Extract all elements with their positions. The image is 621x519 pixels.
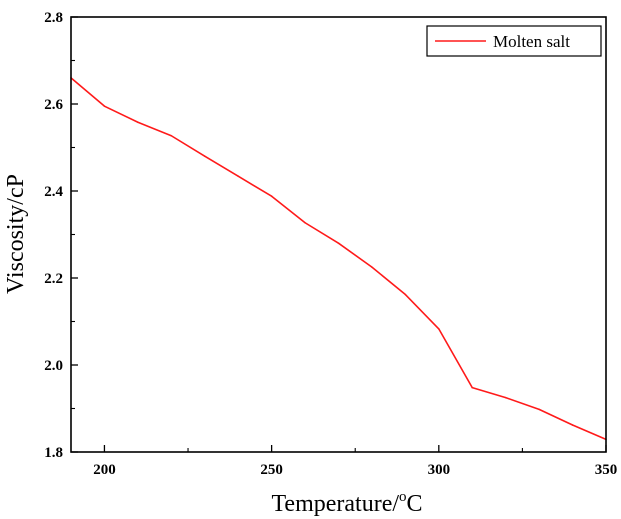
data-point [237, 175, 239, 178]
legend: Molten salt [426, 25, 602, 57]
x-tick-label: 250 [260, 462, 283, 478]
x-axis-title-main: Temperature/ [271, 491, 399, 517]
x-tick-label: 350 [595, 462, 618, 478]
data-point [137, 121, 139, 124]
x-axis-title: Temperature/oC [271, 489, 422, 517]
y-tick-label: 2.4 [44, 184, 63, 200]
data-point [538, 408, 540, 411]
data-point [304, 221, 306, 224]
data-point [371, 266, 373, 268]
x-tick-label: 300 [428, 462, 451, 478]
data-point [471, 386, 474, 389]
data-point [103, 105, 106, 107]
x-axis-title-degree: o [399, 489, 407, 505]
x-tick-label: 200 [93, 462, 116, 478]
y-tick-label: 2.8 [44, 10, 63, 26]
x-axis-tick-labels: 200 250 300 350 [93, 462, 617, 478]
data-point [571, 424, 574, 426]
data-point [170, 134, 173, 137]
data-point [404, 293, 407, 296]
y-tick-label: 1.8 [44, 445, 63, 461]
x-axis-title-unit: C [407, 491, 423, 517]
data-point [337, 242, 340, 244]
y-tick-label: 2.2 [44, 271, 63, 287]
y-axis-title: Viscosity/cP [3, 174, 29, 294]
data-point [270, 195, 273, 198]
y-tick-label: 2.6 [44, 97, 63, 113]
plot-frame [70, 16, 607, 453]
legend-label-molten-salt: Molten salt [493, 32, 570, 51]
y-tick-label: 2.0 [44, 358, 63, 374]
y-axis-tick-labels: 1.8 2.0 2.2 2.4 2.6 2.8 [44, 10, 63, 461]
plot-area [71, 17, 606, 452]
data-point [438, 328, 440, 330]
data-point [504, 396, 507, 399]
data-point [203, 155, 206, 157]
